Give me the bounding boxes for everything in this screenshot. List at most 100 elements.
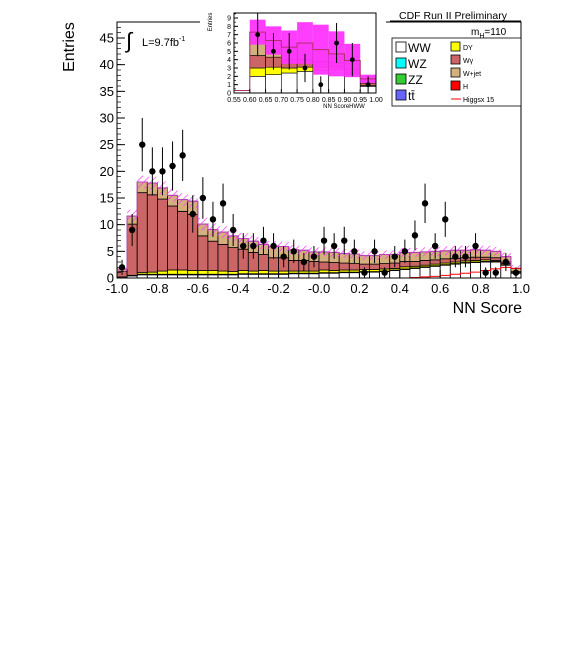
mass-symbol: m	[471, 27, 479, 38]
bar	[298, 273, 310, 279]
y-axis-label: Entries	[61, 22, 78, 72]
bar	[167, 205, 179, 271]
inset-x-axis-label: NN ScoreHWW	[323, 104, 365, 110]
bar	[389, 270, 401, 279]
data-point	[286, 48, 292, 54]
legend-swatch-wgamma	[450, 54, 461, 65]
legend-swatch-h	[450, 80, 461, 91]
bar	[328, 272, 340, 279]
bar	[288, 273, 300, 279]
x-tick-label: -1.0	[106, 281, 128, 296]
bar	[237, 273, 249, 279]
data-point	[240, 242, 247, 250]
data-point	[189, 210, 196, 218]
x-tick-label: 0.80	[306, 97, 320, 104]
legend-label-wz: WZ	[408, 57, 427, 71]
legend-swatch-wz	[395, 57, 407, 69]
bar	[249, 67, 266, 77]
data-point	[411, 232, 419, 239]
legend-swatch-ww	[395, 41, 407, 53]
data-point	[310, 253, 318, 260]
luminosity-exponent: -1	[179, 36, 185, 43]
bar	[278, 273, 290, 279]
data-point	[199, 194, 207, 202]
legend: WW WZ ZZ tt̄ DY Wγ W+jet H Higgsx 15	[391, 37, 522, 107]
data-point	[361, 269, 368, 276]
x-axis-label: NN Score	[453, 300, 522, 317]
bar	[156, 198, 168, 272]
bar	[249, 55, 266, 69]
bar	[470, 262, 482, 279]
legend-label-wgamma: Wγ	[463, 58, 474, 65]
data-point	[442, 216, 449, 223]
x-tick-label: 0.90	[338, 97, 352, 104]
data-point	[512, 269, 520, 276]
y-tick-label: 25	[100, 137, 114, 152]
bar	[247, 270, 259, 275]
bar	[187, 270, 199, 275]
y-tick-label: 5	[107, 244, 114, 259]
bar	[227, 247, 239, 273]
data-point	[128, 226, 136, 234]
y-tick-label: 0	[227, 90, 231, 97]
data-point	[330, 242, 338, 250]
bar	[419, 266, 431, 279]
data-point	[492, 269, 499, 276]
x-tick-label: 0.85	[322, 97, 336, 104]
luminosity-value: L=9.7fb	[142, 37, 179, 49]
bar	[249, 76, 266, 94]
inset-y-axis-label: Entries	[208, 13, 214, 32]
ticks: -1.0 -0.8 -0.6 -0.4 -0.2 -0.0 0.2 0.4 0.6 0.8 1.00…	[100, 21, 530, 296]
bar	[278, 270, 290, 275]
data-point	[159, 168, 166, 175]
legend-swatch-wjet	[450, 67, 461, 78]
data-point	[365, 82, 371, 88]
data-point	[209, 216, 217, 223]
data-point	[431, 242, 439, 250]
y-tick-label: 2	[227, 74, 231, 81]
data-point	[371, 248, 378, 255]
data-point	[169, 162, 176, 170]
bar	[257, 273, 269, 279]
bar	[247, 273, 259, 279]
legend-swatch-tt	[395, 89, 407, 101]
data-point	[250, 242, 257, 250]
y-tick-label: 5	[227, 49, 231, 56]
x-tick-label: 0.65	[259, 97, 273, 104]
x-tick-label: -0.4	[227, 281, 249, 296]
bar	[136, 192, 148, 274]
bar	[167, 269, 179, 275]
data-point	[401, 248, 409, 255]
bar	[348, 263, 360, 271]
axes-frame	[233, 12, 377, 94]
data-point	[341, 237, 348, 244]
x-tick-label: 0.6	[431, 281, 449, 296]
data-point	[290, 248, 297, 255]
x-tick-label: 1.0	[512, 281, 530, 296]
bar	[480, 256, 492, 261]
bar	[338, 262, 350, 271]
y-tick-label: 6	[227, 40, 231, 47]
mass-value: =110	[484, 27, 506, 38]
data-point	[381, 269, 388, 276]
y-tick-label: 4	[227, 57, 231, 64]
data-point	[318, 82, 324, 88]
y-tick-label: 0	[107, 271, 114, 286]
x-tick-label: 0.70	[275, 97, 289, 104]
data-point	[139, 141, 146, 148]
inset-histogram: 0.55 0.60 0.65 0.70 0.75 0.80 0.85 0.90 0.95 1.00…	[200, 8, 386, 110]
data-point	[351, 248, 358, 255]
bar	[328, 262, 340, 271]
data-point	[229, 226, 237, 234]
data-point	[118, 264, 126, 271]
bar	[217, 270, 229, 275]
series-w-	[116, 192, 522, 278]
data-point	[300, 258, 308, 266]
bar	[409, 261, 421, 267]
bar	[146, 194, 158, 273]
bar	[197, 270, 209, 275]
bar	[268, 257, 280, 272]
ticks: 0.55 0.60 0.65 0.70 0.75 0.80 0.85 0.90 0.95 1.00…	[227, 13, 383, 104]
x-tick-label: -0.8	[146, 281, 168, 296]
